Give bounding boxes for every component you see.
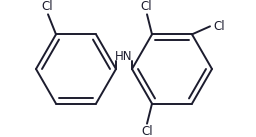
Text: HN: HN <box>115 51 133 64</box>
Text: Cl: Cl <box>140 0 152 13</box>
Text: Cl: Cl <box>213 20 225 33</box>
Text: Cl: Cl <box>41 0 53 13</box>
Text: Cl: Cl <box>141 125 153 137</box>
